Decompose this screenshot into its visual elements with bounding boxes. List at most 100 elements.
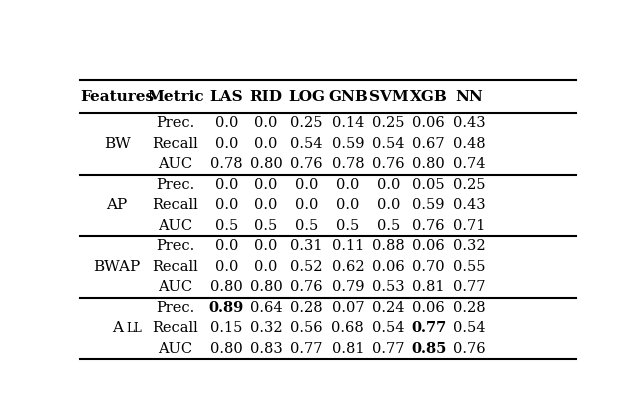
Text: 0.05: 0.05: [412, 178, 445, 192]
Text: 0.76: 0.76: [372, 158, 405, 171]
Text: 0.54: 0.54: [453, 322, 486, 335]
Text: 0.77: 0.77: [453, 280, 486, 294]
Text: GNB: GNB: [328, 90, 368, 104]
Text: 0.0: 0.0: [214, 239, 238, 253]
Text: 0.0: 0.0: [254, 260, 278, 274]
Text: 0.55: 0.55: [453, 260, 486, 274]
Text: 0.06: 0.06: [412, 239, 445, 253]
Text: 0.77: 0.77: [411, 322, 446, 335]
Text: 0.0: 0.0: [214, 198, 238, 212]
Text: 0.54: 0.54: [372, 322, 404, 335]
Text: Prec.: Prec.: [156, 116, 195, 130]
Text: 0.62: 0.62: [332, 260, 364, 274]
Text: 0.74: 0.74: [453, 158, 486, 171]
Text: 0.59: 0.59: [412, 198, 445, 212]
Text: 0.31: 0.31: [291, 239, 323, 253]
Text: 0.07: 0.07: [332, 301, 364, 315]
Text: 0.25: 0.25: [372, 116, 404, 130]
Text: Features: Features: [80, 90, 154, 104]
Text: AUC: AUC: [158, 158, 192, 171]
Text: 0.25: 0.25: [291, 116, 323, 130]
Text: SVM: SVM: [369, 90, 408, 104]
Text: 0.80: 0.80: [210, 280, 243, 294]
Text: AUC: AUC: [158, 342, 192, 356]
Text: 0.32: 0.32: [250, 322, 282, 335]
Text: 0.76: 0.76: [291, 280, 323, 294]
Text: 0.24: 0.24: [372, 301, 404, 315]
Text: 0.0: 0.0: [377, 178, 400, 192]
Text: 0.0: 0.0: [254, 178, 278, 192]
Text: 0.0: 0.0: [254, 198, 278, 212]
Text: 0.76: 0.76: [291, 158, 323, 171]
Text: 0.32: 0.32: [453, 239, 486, 253]
Text: 0.06: 0.06: [372, 260, 405, 274]
Text: 0.5: 0.5: [254, 219, 278, 233]
Text: Prec.: Prec.: [156, 301, 195, 315]
Text: 0.52: 0.52: [291, 260, 323, 274]
Text: 0.77: 0.77: [291, 342, 323, 356]
Text: 0.06: 0.06: [412, 116, 445, 130]
Text: BWAP: BWAP: [93, 260, 141, 274]
Text: 0.5: 0.5: [214, 219, 238, 233]
Text: 0.80: 0.80: [210, 342, 243, 356]
Text: 0.43: 0.43: [453, 116, 486, 130]
Text: 0.14: 0.14: [332, 116, 364, 130]
Text: 0.88: 0.88: [372, 239, 405, 253]
Text: 0.25: 0.25: [453, 178, 486, 192]
Text: 0.48: 0.48: [453, 137, 486, 151]
Text: 0.76: 0.76: [412, 219, 445, 233]
Text: 0.0: 0.0: [377, 198, 400, 212]
Text: 0.06: 0.06: [412, 301, 445, 315]
Text: AUC: AUC: [158, 219, 192, 233]
Text: 0.81: 0.81: [412, 280, 445, 294]
Text: 0.81: 0.81: [332, 342, 364, 356]
Text: 0.0: 0.0: [254, 116, 278, 130]
Text: 0.0: 0.0: [295, 178, 318, 192]
Text: 0.80: 0.80: [412, 158, 445, 171]
Text: 0.0: 0.0: [254, 137, 278, 151]
Text: RID: RID: [250, 90, 282, 104]
Text: 0.68: 0.68: [332, 322, 364, 335]
Text: 0.80: 0.80: [250, 280, 282, 294]
Text: 0.79: 0.79: [332, 280, 364, 294]
Text: 0.77: 0.77: [372, 342, 404, 356]
Text: Prec.: Prec.: [156, 178, 195, 192]
Text: 0.54: 0.54: [291, 137, 323, 151]
Text: XGB: XGB: [410, 90, 447, 104]
Text: 0.54: 0.54: [372, 137, 404, 151]
Text: Recall: Recall: [152, 322, 198, 335]
Text: 0.15: 0.15: [210, 322, 243, 335]
Text: NN: NN: [456, 90, 483, 104]
Text: 0.0: 0.0: [254, 239, 278, 253]
Text: LOG: LOG: [288, 90, 325, 104]
Text: AP: AP: [107, 198, 128, 212]
Text: 0.0: 0.0: [336, 198, 360, 212]
Text: Recall: Recall: [152, 198, 198, 212]
Text: 0.80: 0.80: [250, 158, 282, 171]
Text: 0.0: 0.0: [295, 198, 318, 212]
Text: 0.53: 0.53: [372, 280, 405, 294]
Text: Metric: Metric: [147, 90, 204, 104]
Text: 0.43: 0.43: [453, 198, 486, 212]
Text: 0.0: 0.0: [214, 137, 238, 151]
Text: 0.28: 0.28: [453, 301, 486, 315]
Text: 0.5: 0.5: [295, 219, 318, 233]
Text: 0.5: 0.5: [377, 219, 400, 233]
Text: 0.5: 0.5: [336, 219, 360, 233]
Text: 0.0: 0.0: [214, 260, 238, 274]
Text: LL: LL: [126, 322, 142, 335]
Text: Prec.: Prec.: [156, 239, 195, 253]
Text: BW: BW: [104, 137, 131, 151]
Text: 0.76: 0.76: [453, 342, 486, 356]
Text: 0.83: 0.83: [250, 342, 282, 356]
Text: LAS: LAS: [209, 90, 243, 104]
Text: 0.0: 0.0: [214, 116, 238, 130]
Text: AUC: AUC: [158, 280, 192, 294]
Text: 0.64: 0.64: [250, 301, 282, 315]
Text: 0.85: 0.85: [411, 342, 446, 356]
Text: 0.67: 0.67: [412, 137, 445, 151]
Text: Recall: Recall: [152, 260, 198, 274]
Text: 0.59: 0.59: [332, 137, 364, 151]
Text: 0.71: 0.71: [453, 219, 486, 233]
Text: 0.11: 0.11: [332, 239, 364, 253]
